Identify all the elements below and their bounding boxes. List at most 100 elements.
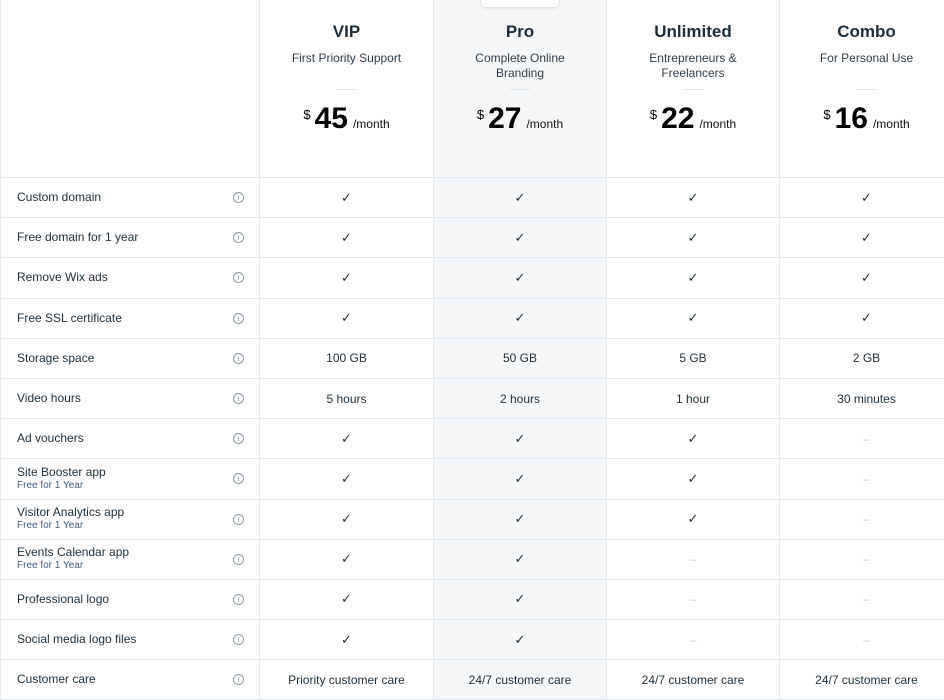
info-icon[interactable]: i — [233, 473, 244, 485]
check-icon: ✓ — [514, 189, 526, 205]
check-icon: ✓ — [514, 631, 526, 647]
feature-value-cell: ✓ — [434, 419, 607, 460]
feature-label: Remove Wix ads — [17, 270, 108, 285]
check-icon: ✓ — [687, 189, 699, 205]
feature-label-cell: Remove Wix ads i — [0, 258, 260, 299]
info-icon[interactable]: i — [233, 634, 244, 646]
feature-value-cell: ✓ — [434, 620, 607, 661]
feature-value-cell: ✓ — [607, 419, 780, 460]
check-icon: ✓ — [514, 551, 526, 567]
check-icon: ✓ — [514, 470, 526, 486]
plan-name: Pro — [505, 22, 535, 41]
feature-value-cell: ✓ — [260, 298, 434, 339]
plan-price: $27/month — [477, 104, 563, 134]
price-amount: 27 — [488, 102, 522, 135]
feature-value-cell: ✓ — [260, 499, 434, 540]
dash-icon: – — [689, 552, 697, 567]
feature-label-cell: Free SSL certificate i — [0, 298, 260, 339]
feature-value-cell: – — [780, 620, 944, 661]
feature-value-cell: ✓ — [607, 298, 780, 339]
feature-value-cell: 24/7 customer care — [607, 660, 780, 700]
dash-icon: – — [863, 512, 870, 527]
info-icon[interactable]: i — [233, 674, 244, 686]
feature-value-cell: 24/7 customer care — [434, 660, 607, 700]
feature-label-cell: Custom domain i — [0, 178, 260, 219]
feature-value-cell: ✓ — [260, 579, 434, 621]
info-icon[interactable]: i — [233, 593, 244, 605]
check-icon: ✓ — [514, 430, 526, 446]
info-icon[interactable]: i — [233, 352, 244, 364]
feature-label: Free SSL certificate — [17, 310, 122, 325]
plan-tagline: Complete Online Branding — [475, 51, 565, 80]
feature-value-cell: ✓ — [260, 539, 434, 580]
price-amount: 22 — [661, 102, 695, 135]
check-icon: ✓ — [861, 310, 872, 326]
check-icon: ✓ — [341, 470, 352, 486]
feature-label-cell: Professional logo i — [0, 579, 260, 621]
info-icon[interactable]: i — [233, 393, 244, 405]
feature-sublabel: Free for 1 Year — [17, 520, 84, 532]
feature-value-cell: ✓ — [260, 258, 434, 299]
feature-value: 50 GB — [502, 351, 538, 366]
info-icon[interactable]: i — [233, 192, 244, 204]
feature-value-cell: 5 hours — [260, 378, 434, 420]
dash-icon: – — [863, 552, 870, 567]
check-icon: ✓ — [341, 511, 352, 527]
feature-value: 5 GB — [679, 351, 707, 366]
feature-label-cell: Social media logo files i — [0, 620, 260, 661]
feature-label: Visitor Analytics app — [17, 505, 125, 520]
price-amount: 45 — [314, 102, 348, 135]
feature-value-cell: ✓ — [434, 539, 607, 580]
check-icon: ✓ — [341, 310, 352, 326]
feature-label-cell: Free domain for 1 year i — [0, 218, 260, 259]
feature-value-cell: 2 GB — [780, 339, 944, 379]
feature-value-cell: 100 GB — [260, 338, 434, 379]
check-icon: ✓ — [687, 430, 699, 446]
info-icon[interactable]: i — [233, 312, 244, 324]
info-icon[interactable]: i — [233, 232, 244, 244]
feature-value-cell: ✓ — [434, 499, 607, 540]
dash-icon: – — [689, 632, 697, 647]
dash-icon: – — [863, 632, 870, 647]
feature-label-cell: Video hours i — [0, 378, 260, 420]
feature-value-cell: ✓ — [780, 218, 944, 259]
check-icon: ✓ — [341, 189, 352, 205]
popular-badge — [481, 0, 559, 7]
feature-label: Free domain for 1 year — [17, 230, 139, 245]
info-icon[interactable]: i — [233, 433, 244, 445]
header-spacer — [0, 0, 260, 178]
feature-value-cell: – — [780, 540, 944, 580]
plan-header-pro: Pro Complete Online Branding $27/month — [434, 0, 607, 178]
feature-sublabel: Free for 1 Year — [17, 479, 84, 491]
plan-tagline: For Personal Use — [819, 51, 914, 65]
dash-icon: – — [863, 471, 870, 486]
currency: $ — [649, 107, 658, 122]
plan-tagline: First Priority Support — [291, 51, 402, 65]
feature-value: 24/7 customer care — [815, 672, 918, 687]
price-amount: 16 — [834, 102, 868, 135]
check-icon: ✓ — [514, 269, 526, 285]
feature-value-cell: 30 minutes — [780, 379, 944, 420]
feature-value-cell: Priority customer care — [260, 660, 434, 700]
check-icon: ✓ — [514, 591, 526, 607]
info-icon[interactable]: i — [233, 513, 244, 525]
info-icon[interactable]: i — [233, 272, 244, 284]
plan-tagline: Entrepreneurs & Freelancers — [649, 51, 737, 80]
feature-value: 2 hours — [499, 391, 541, 406]
feature-value: 5 hours — [326, 391, 367, 406]
divider — [683, 89, 703, 90]
check-icon: ✓ — [341, 591, 352, 607]
feature-label: Professional logo — [17, 591, 110, 606]
currency: $ — [823, 107, 831, 122]
check-icon: ✓ — [861, 269, 872, 285]
currency: $ — [476, 107, 485, 122]
feature-value-cell: 2 hours — [434, 378, 607, 420]
feature-label: Site Booster app — [17, 464, 106, 479]
info-icon[interactable]: i — [233, 553, 244, 565]
feature-value-cell: ✓ — [260, 459, 434, 500]
feature-label: Video hours — [17, 391, 81, 406]
feature-value-cell: ✓ — [260, 419, 434, 460]
feature-value: 2 GB — [852, 351, 881, 366]
plan-header-vip: VIP First Priority Support $45/month — [260, 0, 434, 178]
